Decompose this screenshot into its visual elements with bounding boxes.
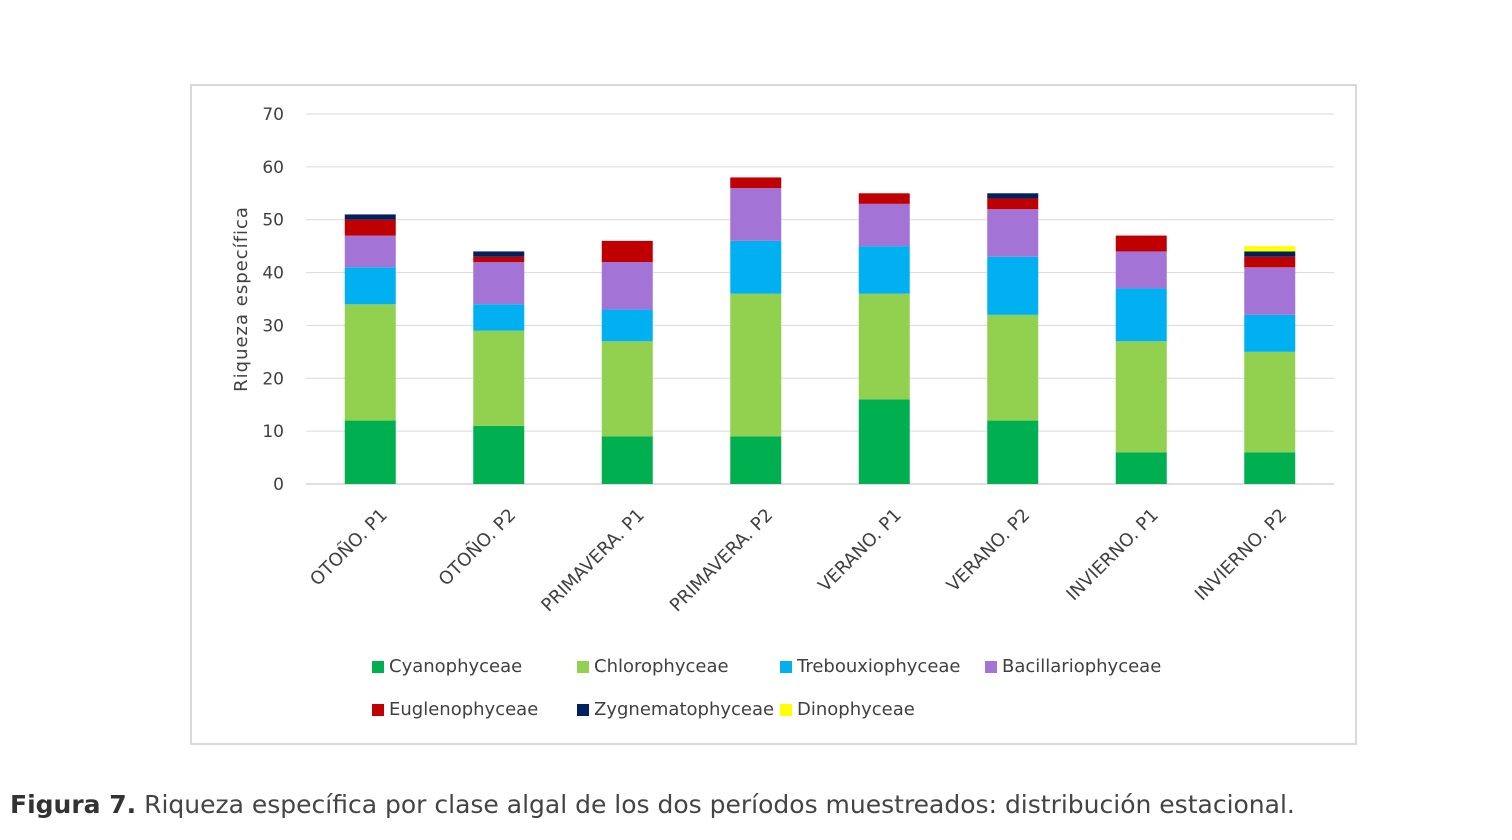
y-tick-label: 10: [262, 422, 284, 442]
bar-segment-cyanophyceae: [987, 420, 1039, 484]
bar-segment-cyanophyceae: [1115, 452, 1167, 484]
bar-segment-chlorophyceae: [1244, 351, 1296, 453]
bar-segment-cyanophyceae: [473, 425, 525, 484]
bar-segment-bacillariophyceae: [1244, 267, 1296, 315]
legend-swatch: [372, 704, 384, 716]
caption-text: Riqueza específica por clase algal de lo…: [136, 790, 1295, 819]
stacked-bar-chart: 0 10 20 30 40 50 60 70 Riqueza específica OTOÑO. …: [231, 105, 1334, 720]
x-tick-label: INVIERNO. P2: [1191, 505, 1291, 605]
legend-label: Bacillariophyceae: [1002, 656, 1161, 677]
bar-segment-chlorophyceae: [1115, 341, 1167, 453]
y-tick-label: 30: [262, 316, 284, 336]
bar-segment-euglenophyceae: [1115, 235, 1167, 252]
y-tick-label: 40: [262, 264, 284, 284]
bar-segment-euglenophyceae: [601, 240, 653, 262]
legend-label: Cyanophyceae: [389, 656, 522, 677]
x-tick-label: PRIMAVERA. P1: [537, 505, 648, 616]
legend-swatch: [372, 661, 384, 673]
bar-segment-cyanophyceae: [344, 420, 396, 484]
bar-segment-chlorophyceae: [344, 304, 396, 421]
bar-segment-bacillariophyceae: [601, 262, 653, 310]
x-tick-label: INVIERNO. P1: [1062, 505, 1162, 605]
y-axis-label: Riqueza específica: [231, 206, 252, 392]
x-tick-label: VERANO. P2: [943, 505, 1035, 597]
bar-segment-trebouxiophyceae: [1115, 288, 1167, 342]
bar-segment-cyanophyceae: [858, 399, 910, 484]
legend-swatch: [985, 661, 997, 673]
bar-segment-trebouxiophyceae: [858, 246, 910, 294]
bar-segment-chlorophyceae: [730, 293, 782, 437]
bar-segment-euglenophyceae: [344, 219, 396, 236]
bar-segment-trebouxiophyceae: [987, 256, 1039, 315]
bar-segment-zygnematophyceae: [1244, 251, 1296, 257]
bar-segment-euglenophyceae: [987, 198, 1039, 210]
y-tick-label: 0: [273, 475, 284, 495]
bar-segment-dinophyceae: [1244, 246, 1296, 252]
bar-segment-euglenophyceae: [1244, 256, 1296, 268]
legend-label: Chlorophyceae: [594, 656, 729, 677]
bar-segment-bacillariophyceae: [730, 188, 782, 241]
bar-segment-zygnematophyceae: [344, 214, 396, 220]
bar-segment-chlorophyceae: [473, 330, 525, 426]
bar-segment-chlorophyceae: [858, 293, 910, 400]
bar-segment-euglenophyceae: [730, 177, 782, 188]
bar-segment-trebouxiophyceae: [1244, 314, 1296, 352]
legend-label: Euglenophyceae: [389, 699, 538, 720]
bar-segment-trebouxiophyceae: [601, 309, 653, 342]
bar-segment-euglenophyceae: [473, 256, 525, 262]
legend-swatch: [577, 661, 589, 673]
legend-label: Dinophyceae: [797, 699, 915, 720]
bar-segment-euglenophyceae: [858, 193, 910, 204]
x-tick-label: OTOÑO. P1: [306, 504, 392, 590]
y-tick-label: 60: [262, 158, 284, 178]
bar-segment-bacillariophyceae: [987, 209, 1039, 257]
bar-segment-chlorophyceae: [987, 314, 1039, 421]
x-tick-label: OTOÑO. P2: [434, 504, 520, 590]
legend-label: Trebouxiophyceae: [796, 656, 961, 677]
legend-label: Zygnematophyceae: [594, 699, 774, 720]
bar-segment-bacillariophyceae: [1115, 251, 1167, 289]
bar-segment-zygnematophyceae: [473, 251, 525, 257]
legend-swatch: [577, 704, 589, 716]
y-tick-label: 70: [262, 105, 284, 125]
figure-caption: Figura 7. Riqueza específica por clase a…: [10, 790, 1295, 819]
x-tick-label: VERANO. P1: [814, 505, 906, 597]
y-tick-label: 20: [262, 369, 284, 389]
bar-segment-zygnematophyceae: [987, 193, 1039, 199]
bar-segment-bacillariophyceae: [344, 235, 396, 268]
legend-swatch: [780, 661, 792, 673]
y-tick-label: 50: [262, 211, 284, 231]
bar-segment-trebouxiophyceae: [344, 267, 396, 305]
x-tick-label: PRIMAVERA. P2: [666, 505, 777, 616]
caption-label: Figura 7.: [10, 790, 137, 819]
legend-swatch: [780, 704, 792, 716]
bar-segment-bacillariophyceae: [473, 262, 525, 305]
bar-segment-chlorophyceae: [601, 341, 653, 437]
bar-segment-cyanophyceae: [601, 436, 653, 484]
bar-segment-trebouxiophyceae: [730, 240, 782, 294]
bar-segment-cyanophyceae: [1244, 452, 1296, 484]
bar-segment-cyanophyceae: [730, 436, 782, 484]
bar-segment-trebouxiophyceae: [473, 304, 525, 331]
bar-segment-bacillariophyceae: [858, 203, 910, 247]
chart-frame: 0 10 20 30 40 50 60 70 Riqueza específica OTOÑO. …: [190, 84, 1357, 745]
